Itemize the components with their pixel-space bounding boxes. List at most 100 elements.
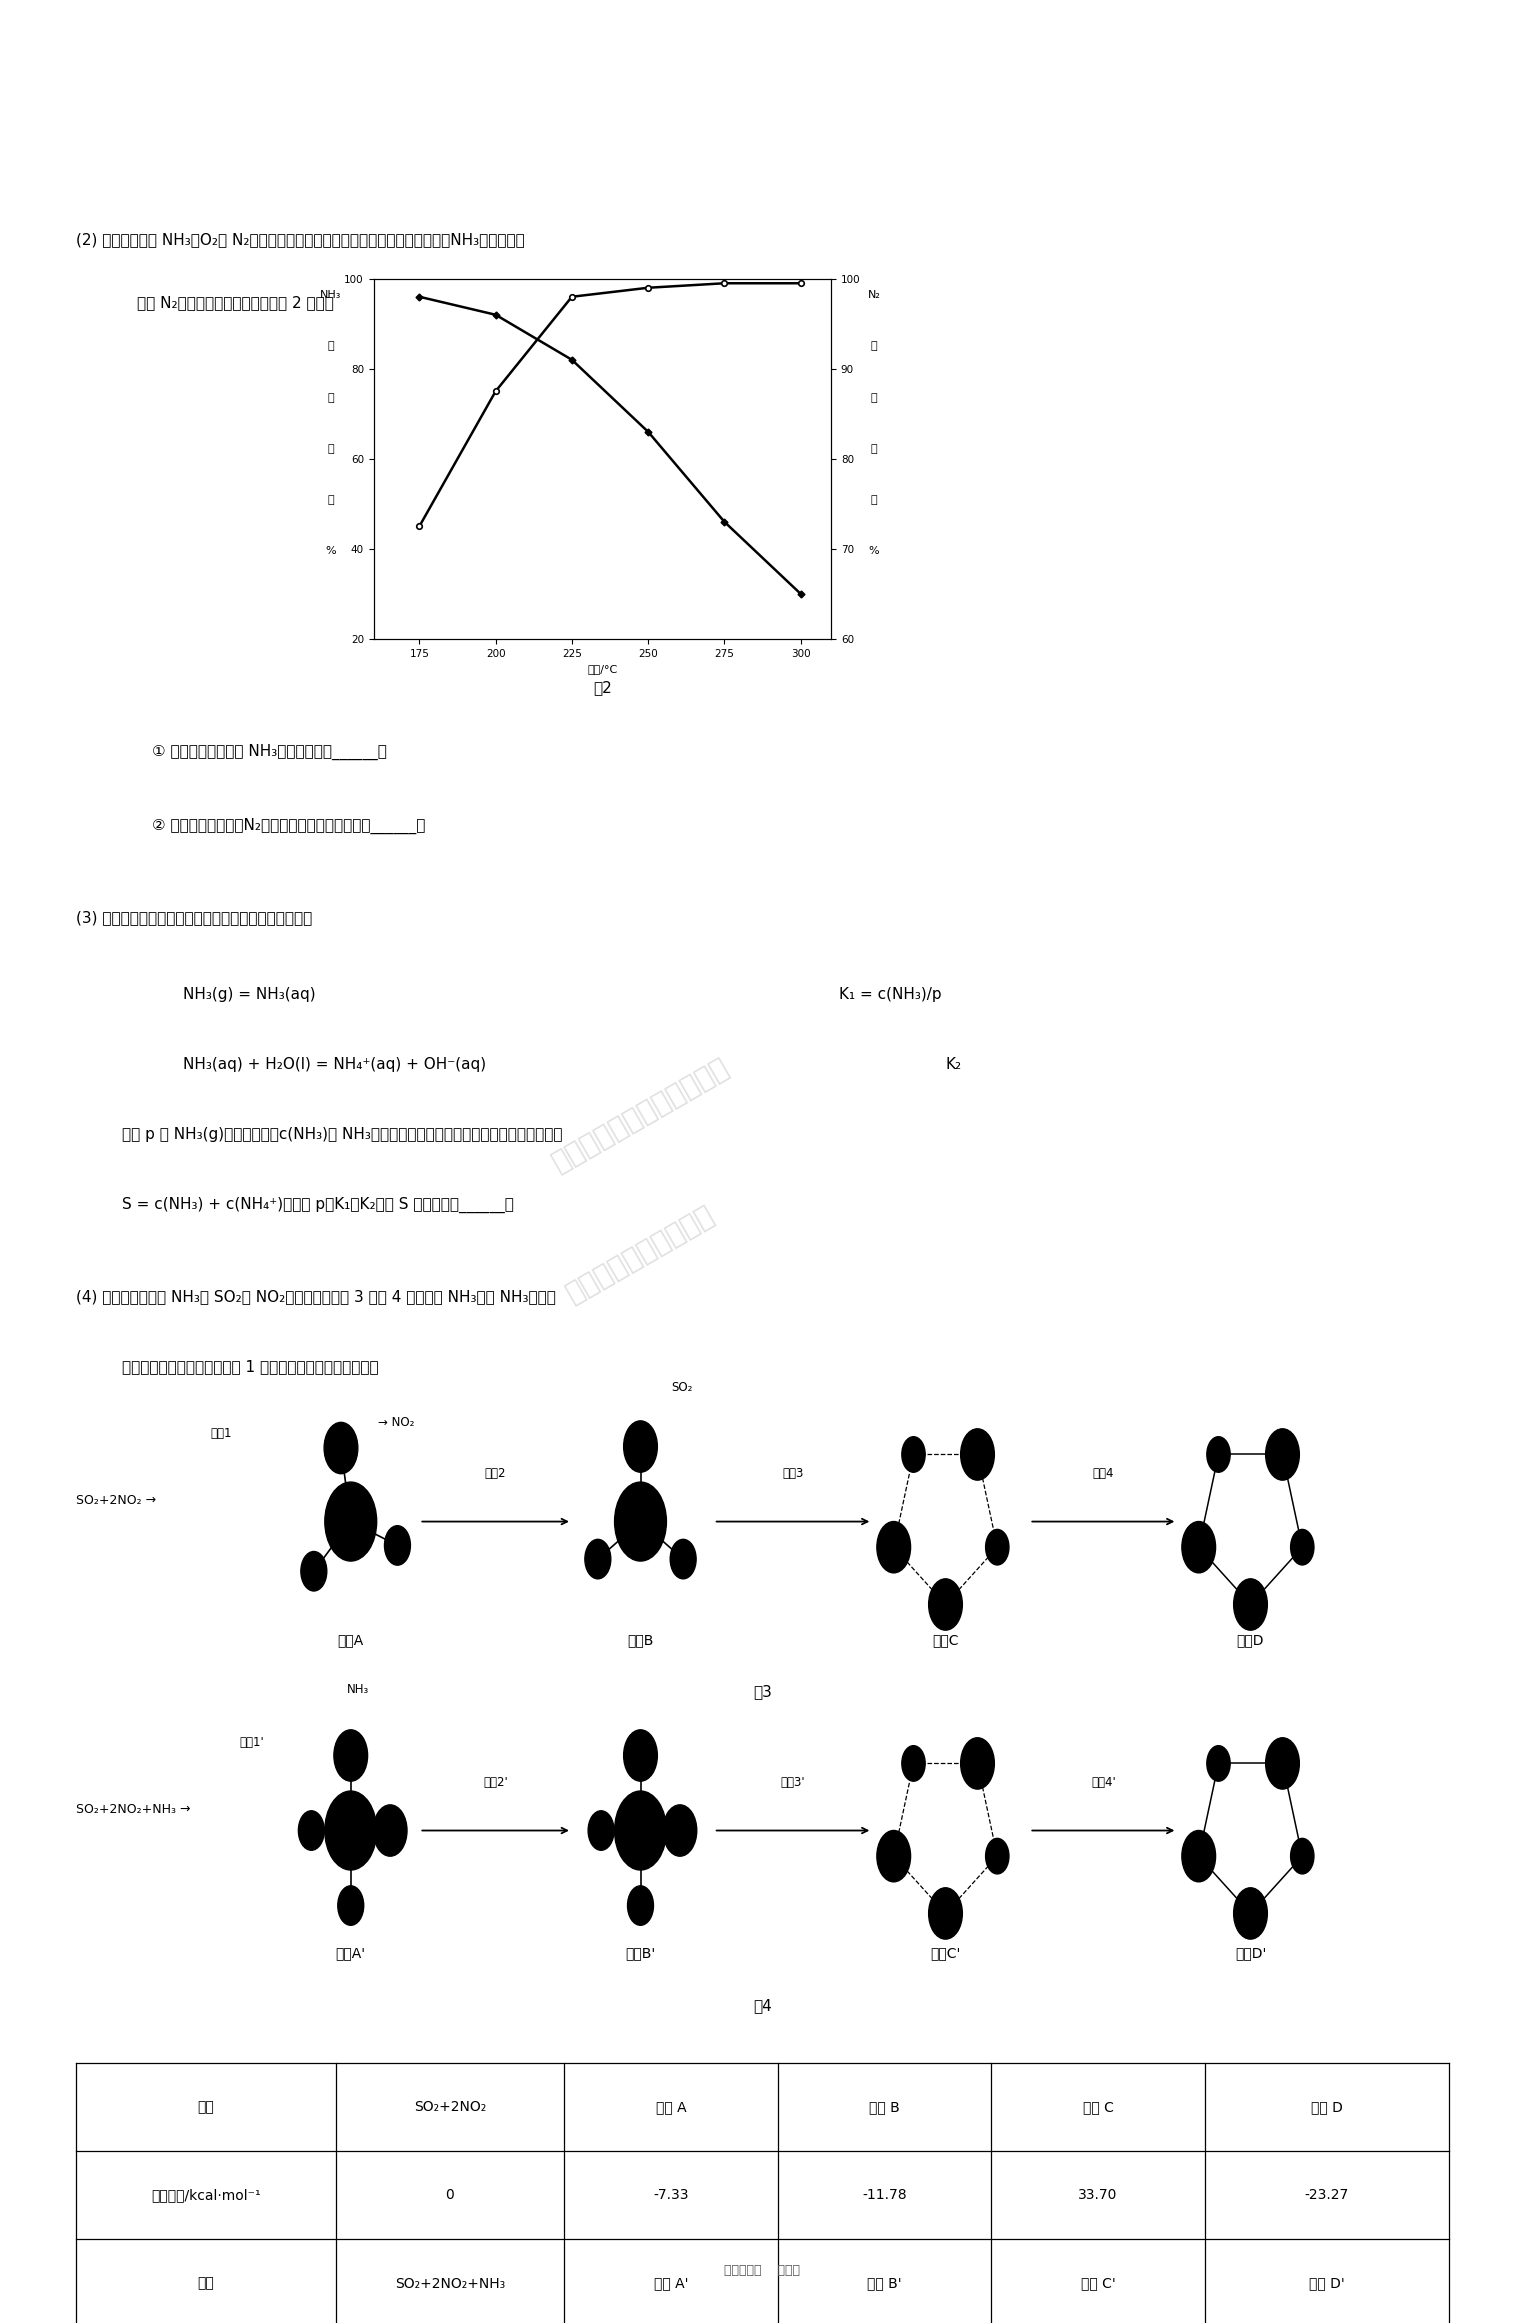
Circle shape (1290, 1529, 1315, 1566)
Text: %: % (869, 546, 878, 555)
Text: SO₂+2NO₂: SO₂+2NO₂ (413, 2100, 486, 2114)
Text: 构型C: 构型C (932, 1633, 959, 1647)
Circle shape (1290, 1837, 1315, 1875)
Text: 构型 A': 构型 A' (654, 2277, 688, 2290)
Circle shape (877, 1522, 910, 1573)
Text: 构型C': 构型C' (930, 1947, 961, 1961)
Text: 构型 C': 构型 C' (1081, 2277, 1115, 2290)
Text: 构型 B': 构型 B' (868, 2277, 901, 2290)
Text: NH₃(g) = NH₃(aq): NH₃(g) = NH₃(aq) (183, 987, 316, 1001)
Circle shape (384, 1526, 410, 1566)
Text: ① 除去工业尾气中的 NH₃适宜的温度为______。: ① 除去工业尾气中的 NH₃适宜的温度为______。 (152, 743, 387, 760)
Text: 0: 0 (445, 2188, 454, 2202)
Text: 33.70: 33.70 (1078, 2188, 1118, 2202)
Circle shape (334, 1731, 368, 1782)
Circle shape (1234, 1889, 1267, 1940)
Circle shape (628, 1886, 653, 1926)
Text: 图2: 图2 (593, 681, 612, 695)
Text: 构型: 构型 (198, 2100, 214, 2114)
Text: (2) 将一定比例的 NH₃、O₂和 N₂的混合气体以一定流速通过装有催化剂的反应管，NH₃的转化率、: (2) 将一定比例的 NH₃、O₂和 N₂的混合气体以一定流速通过装有催化剂的反… (76, 232, 525, 246)
Circle shape (325, 1482, 377, 1561)
X-axis label: 温度/°C: 温度/°C (587, 664, 618, 674)
Circle shape (901, 1745, 926, 1782)
Text: -11.78: -11.78 (862, 2188, 907, 2202)
Text: 步骤2: 步骤2 (485, 1466, 506, 1480)
Circle shape (877, 1831, 910, 1882)
Circle shape (339, 1886, 363, 1926)
Circle shape (929, 1580, 962, 1631)
Text: 其中 p 为 NH₃(g)的平衡压强，c(NH₃)为 NH₃在水溶液中的平衡浓度。设氨气在水中的溶解度: 其中 p 为 NH₃(g)的平衡压强，c(NH₃)为 NH₃在水溶液中的平衡浓度… (122, 1127, 563, 1141)
Text: N₂: N₂ (868, 290, 880, 300)
Text: 相对能量/kcal·mol⁻¹: 相对能量/kcal·mol⁻¹ (151, 2188, 261, 2202)
Circle shape (1206, 1436, 1231, 1473)
Text: 步骤3: 步骤3 (782, 1466, 804, 1480)
Circle shape (901, 1436, 926, 1473)
Circle shape (1266, 1738, 1299, 1789)
Circle shape (299, 1812, 325, 1851)
Text: 上接第七页    共十页: 上接第七页 共十页 (724, 2263, 801, 2277)
Text: K₂: K₂ (946, 1057, 962, 1071)
Text: 构型 D: 构型 D (1312, 2100, 1342, 2114)
Circle shape (961, 1429, 994, 1480)
Text: (3) 在一定温度下，氨气溶于水的过程及其平衡常数为：: (3) 在一定温度下，氨气溶于水的过程及其平衡常数为： (76, 911, 313, 925)
Text: 步骤3': 步骤3' (781, 1775, 805, 1789)
Text: 步骤1: 步骤1 (210, 1426, 232, 1440)
Text: SO₂+2NO₂+NH₃ →: SO₂+2NO₂+NH₃ → (76, 1803, 191, 1817)
Text: S = c(NH₃) + c(NH₄⁺)，则用 p、K₁和K₂表示 S 的代数式为______。: S = c(NH₃) + c(NH₄⁺)，则用 p、K₁和K₂表示 S 的代数式… (122, 1196, 514, 1213)
Text: 构型D': 构型D' (1235, 1947, 1266, 1961)
Text: 构型B: 构型B (627, 1633, 654, 1647)
Circle shape (615, 1482, 666, 1561)
Text: 步骤2': 步骤2' (483, 1775, 508, 1789)
Text: 步骤4: 步骤4 (1092, 1466, 1115, 1480)
Text: 步骤1': 步骤1' (239, 1735, 264, 1749)
Text: 构型 D': 构型 D' (1308, 2277, 1345, 2290)
Text: 微信搜索切问时间起试教育: 微信搜索切问时间起试教育 (547, 1052, 734, 1178)
Text: -7.33: -7.33 (653, 2188, 689, 2202)
Circle shape (624, 1731, 657, 1782)
Text: 图3: 图3 (753, 1684, 772, 1698)
Text: SO₂: SO₂ (671, 1380, 692, 1394)
Text: 构型 A: 构型 A (656, 2100, 686, 2114)
Text: 的: 的 (871, 341, 877, 351)
Text: SO₂+2NO₂+NH₃: SO₂+2NO₂+NH₃ (395, 2277, 505, 2290)
Text: 构型D: 构型D (1237, 1633, 1264, 1647)
Text: 选: 选 (871, 393, 877, 402)
Circle shape (1266, 1429, 1299, 1480)
Circle shape (929, 1889, 962, 1940)
Text: ② 随着温度的升高，N₂的选择性下降的原因可能为______。: ② 随着温度的升高，N₂的选择性下降的原因可能为______。 (152, 818, 425, 834)
Text: 转: 转 (328, 393, 334, 402)
Text: NH₃: NH₃ (348, 1682, 369, 1696)
Text: 第一时间获取试题教育: 第一时间获取试题教育 (561, 1201, 720, 1308)
Circle shape (961, 1738, 994, 1789)
Circle shape (669, 1540, 695, 1580)
Text: %: % (326, 546, 336, 555)
Circle shape (663, 1805, 697, 1856)
Circle shape (985, 1837, 1010, 1875)
Text: 生成 N₂的选择性与温度的关系如图 2 所示。: 生成 N₂的选择性与温度的关系如图 2 所示。 (137, 295, 334, 309)
Text: 构型 C: 构型 C (1083, 2100, 1113, 2114)
Circle shape (1182, 1522, 1215, 1573)
Text: 构型B': 构型B' (625, 1947, 656, 1961)
Text: 化: 化 (328, 444, 334, 453)
Text: 构型A': 构型A' (336, 1947, 366, 1961)
Text: NH₃(aq) + H₂O(l) = NH₄⁺(aq) + OH⁻(aq): NH₃(aq) + H₂O(l) = NH₄⁺(aq) + OH⁻(aq) (183, 1057, 486, 1071)
Text: 构型A: 构型A (337, 1633, 364, 1647)
Circle shape (586, 1540, 612, 1580)
Circle shape (1182, 1831, 1215, 1882)
Circle shape (589, 1812, 615, 1851)
Text: (4) 为了探究大气中 NH₃对 SO₂和 NO₂反应的影响，图 3 和图 4 展示了无 NH₃与有 NH₃存在时: (4) 为了探究大气中 NH₃对 SO₂和 NO₂反应的影响，图 3 和图 4 … (76, 1289, 557, 1303)
Text: 的: 的 (328, 341, 334, 351)
Text: 率: 率 (871, 495, 877, 504)
Text: 构型 B: 构型 B (869, 2100, 900, 2114)
Text: K₁ = c(NH₃)/p: K₁ = c(NH₃)/p (839, 987, 941, 1001)
Text: 反应过程的相关优化构型，表 1 列出了相关构型的相对能量。: 反应过程的相关优化构型，表 1 列出了相关构型的相对能量。 (122, 1359, 378, 1373)
Circle shape (985, 1529, 1010, 1566)
Circle shape (325, 1791, 377, 1870)
Text: NH₃: NH₃ (320, 290, 342, 300)
Text: 图4: 图4 (753, 1998, 772, 2012)
Circle shape (374, 1805, 407, 1856)
Text: 构型: 构型 (198, 2277, 214, 2290)
Text: 步骤4': 步骤4' (1090, 1775, 1116, 1789)
Circle shape (1234, 1580, 1267, 1631)
Text: → NO₂: → NO₂ (378, 1415, 415, 1429)
